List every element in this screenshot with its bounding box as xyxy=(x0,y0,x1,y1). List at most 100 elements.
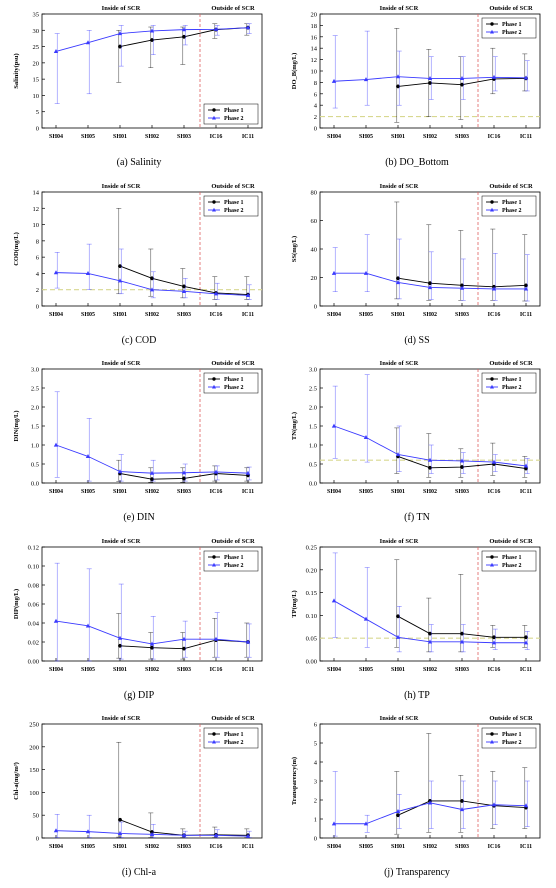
y-tick-label: 25 xyxy=(33,44,40,51)
legend-box xyxy=(203,372,259,394)
region-label-outside: Outside of SCR xyxy=(489,715,533,722)
data-point xyxy=(181,833,187,838)
y-tick-label: 2.5 xyxy=(31,386,39,393)
x-tick-label: SH03 xyxy=(177,312,191,318)
region-label-outside: Outside of SCR xyxy=(211,5,255,12)
y-tick-label: 2 xyxy=(314,114,317,121)
y-tick-label: 100 xyxy=(29,790,39,797)
data-point xyxy=(331,423,337,428)
y-tick-label: 0.00 xyxy=(28,658,39,665)
data-point xyxy=(213,290,219,295)
x-tick-label: SH04 xyxy=(327,489,341,495)
y-tick-label: 0.05 xyxy=(306,635,317,642)
y-tick-label: 0.08 xyxy=(28,582,39,589)
y-tick-label: 10 xyxy=(33,93,40,100)
y-tick-label: 30 xyxy=(33,28,40,35)
data-point xyxy=(85,623,91,628)
data-point xyxy=(85,454,91,459)
legend-marker xyxy=(490,377,494,381)
chart-caption: (b) DO_Bottom xyxy=(385,157,449,168)
data-point xyxy=(363,77,369,82)
y-axis-label: TP(mg/L) xyxy=(291,590,298,617)
y-tick-label: 35 xyxy=(33,12,40,19)
legend-marker xyxy=(490,562,494,567)
legend-marker xyxy=(212,732,216,737)
legend-box xyxy=(481,728,537,749)
data-point xyxy=(491,640,497,645)
data-point xyxy=(523,803,529,808)
x-tick-label: SH05 xyxy=(81,312,95,318)
y-tick-label: 1 xyxy=(314,817,317,824)
region-label-inside: Inside of SCR xyxy=(380,5,419,12)
legend-label: Phase 1 xyxy=(502,377,522,383)
legend-label: Phase 1 xyxy=(224,108,244,114)
data-point xyxy=(491,459,497,464)
y-tick-label: 3.0 xyxy=(309,367,317,374)
x-tick-label: SH05 xyxy=(81,667,95,673)
data-point xyxy=(331,78,337,83)
y-tick-label: 1.0 xyxy=(31,443,39,450)
legend-box xyxy=(481,17,537,39)
x-tick-label: SH03 xyxy=(455,844,469,850)
y-tick-label: 14 xyxy=(311,46,318,53)
x-tick-label: SH02 xyxy=(145,844,159,850)
x-tick-label: IC16 xyxy=(488,134,501,140)
series-line xyxy=(55,444,249,474)
y-tick-label: 40 xyxy=(311,246,318,253)
y-tick-label: 3.0 xyxy=(31,367,39,374)
data-point xyxy=(395,809,401,814)
y-tick-label: 0.06 xyxy=(28,601,40,608)
y-tick-label: 0 xyxy=(314,836,317,843)
region-label-outside: Outside of SCR xyxy=(211,715,255,722)
x-tick-label: IC11 xyxy=(520,134,532,140)
y-tick-label: 15 xyxy=(33,77,40,84)
x-tick-label: SH01 xyxy=(113,667,127,673)
x-tick-label: SH01 xyxy=(391,312,405,318)
y-tick-label: 10 xyxy=(311,69,318,76)
region-label-outside: Outside of SCR xyxy=(489,360,533,367)
data-point xyxy=(117,31,123,36)
data-point xyxy=(118,818,122,823)
data-point xyxy=(117,469,123,474)
legend-marker xyxy=(490,22,494,26)
data-point xyxy=(459,458,465,463)
chart-caption: (g) DIP xyxy=(123,689,155,701)
y-tick-label: 0.10 xyxy=(306,613,317,620)
x-tick-label: IC11 xyxy=(242,134,254,140)
y-tick-label: 2.0 xyxy=(309,405,317,412)
chart-caption: (h) TP xyxy=(404,689,430,701)
chart-svg: 0.0 0.5 1.0 1.5 2.0 2.5 3.0 TN(mg/L) SH04 SH05 SH0… xyxy=(291,360,541,495)
data-point xyxy=(459,807,465,812)
legend-box xyxy=(203,728,259,749)
legend-marker xyxy=(212,555,216,559)
legend-label: Phase 2 xyxy=(224,741,244,747)
region-label-outside: Outside of SCR xyxy=(489,183,533,190)
x-tick-label: IC16 xyxy=(488,489,501,495)
x-tick-label: SH03 xyxy=(455,489,469,495)
y-tick-label: 0.12 xyxy=(28,544,39,551)
data-point xyxy=(181,636,187,641)
y-tick-label: 0.20 xyxy=(306,567,317,574)
legend-box xyxy=(203,550,259,572)
x-tick-label: SH04 xyxy=(327,312,341,318)
data-point xyxy=(427,800,433,805)
y-tick-label: 0 xyxy=(36,303,39,310)
region-label-outside: Outside of SCR xyxy=(211,183,255,190)
y-tick-label: 12 xyxy=(311,57,318,64)
y-tick-label: 0.25 xyxy=(306,544,317,551)
data-point xyxy=(363,270,369,275)
x-tick-label: SH02 xyxy=(423,844,437,850)
y-tick-label: 2.0 xyxy=(31,405,39,412)
legend-box xyxy=(481,550,537,572)
y-tick-label: 150 xyxy=(29,767,39,774)
region-label-inside: Inside of SCR xyxy=(380,715,419,722)
x-tick-label: SH02 xyxy=(423,489,437,495)
y-tick-label: 3 xyxy=(314,779,317,786)
chart-svg: 0 2 4 6 8 10 12 14 COD(mg/L) SH04 SH05 SH01 SH02 SH03… xyxy=(13,183,263,318)
y-tick-label: 1.5 xyxy=(31,424,39,431)
data-point xyxy=(427,639,433,644)
x-tick-label: SH04 xyxy=(49,134,63,140)
x-tick-label: IC16 xyxy=(210,667,223,673)
legend-label: Phase 2 xyxy=(502,741,522,747)
x-tick-label: SH05 xyxy=(359,312,373,318)
